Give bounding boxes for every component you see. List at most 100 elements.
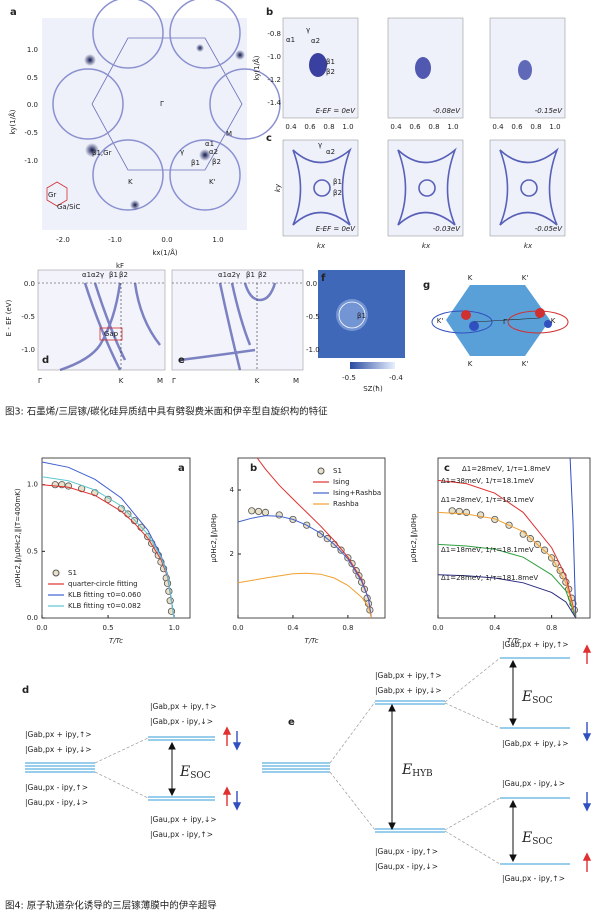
band-label: α1 xyxy=(218,271,227,279)
arpes-map-a-part xyxy=(169,0,241,69)
panel-label: c xyxy=(266,133,272,144)
plot-frame xyxy=(437,457,591,619)
annotation: Gr xyxy=(48,191,56,199)
panel-label: g xyxy=(423,280,430,291)
x-axis-label: kx xyxy=(524,242,533,250)
gap-arrows-part xyxy=(388,703,396,831)
legend-label: quarter-circle fitting xyxy=(68,580,138,588)
line-annotation: Δ1=18meV, 1/τ=18.1meV xyxy=(441,546,534,554)
data-point xyxy=(163,579,172,587)
panel-label: f xyxy=(321,273,326,284)
x-tick-label: 1.0 xyxy=(549,123,560,131)
panel-label: e xyxy=(288,717,295,728)
plot-frame xyxy=(41,457,191,619)
gap-arrows-part xyxy=(509,799,517,863)
band-label: β2 xyxy=(258,271,267,279)
spin-map-part xyxy=(338,301,366,329)
panel-label: a xyxy=(10,7,17,18)
x-tick-label: 0.4 xyxy=(287,624,299,632)
energy-label: E-EF = 0eV xyxy=(316,225,356,233)
state-label: |Gau,px - ipy,↓> xyxy=(502,779,565,788)
spin-arrows-part xyxy=(582,733,592,742)
y-tick-label: 0.0 xyxy=(27,614,38,622)
x-tick-label: 0.0 xyxy=(36,624,47,632)
spin-map-part xyxy=(350,362,395,369)
caption: 图4: 原子轨道杂化诱导的三层镓薄膜中的伊辛超导 xyxy=(5,900,217,912)
band-label: β1 xyxy=(109,271,118,279)
line-annotation: Δ1=38meV, 1/τ=18.1meV xyxy=(441,477,534,485)
fermi-pockets-part xyxy=(397,147,457,226)
x-tick-label: Γ xyxy=(172,377,176,385)
gap-arrows-part xyxy=(168,741,176,797)
fermi-pockets-part xyxy=(499,147,559,226)
y-tick-label: -0.5 xyxy=(24,129,38,137)
state-label: |Gab,px + ipy,↓> xyxy=(502,739,569,748)
x-axis-label: T/Tc xyxy=(507,637,521,645)
connectors-part xyxy=(444,702,501,729)
arpes-map-a-part xyxy=(196,44,204,52)
line-annotation: Δ1=28meV, 1/τ=1.8meV xyxy=(462,465,551,473)
y-tick-label: 2 xyxy=(230,550,234,558)
band-maps-part xyxy=(99,327,123,341)
arpes-map-a-part xyxy=(209,68,281,140)
spin-map xyxy=(318,270,405,369)
gap-arrows xyxy=(168,659,517,863)
state-label: |Gab,px + ipy,↑> xyxy=(375,671,442,680)
band-maps xyxy=(37,269,304,372)
band-maps-part xyxy=(179,282,277,371)
connectors xyxy=(94,657,501,865)
x-axis-label: T/Tc xyxy=(305,637,319,645)
x-tick-label: M xyxy=(157,377,163,385)
y-tick-label: -1.0 xyxy=(306,346,320,354)
arpes-map-a-part xyxy=(52,68,124,140)
data-point xyxy=(124,510,132,518)
connectors-part xyxy=(444,657,501,703)
x-tick-label: K xyxy=(255,377,260,385)
x-tick-label: 0.4 xyxy=(390,123,402,131)
annotation: Ga/SiC xyxy=(57,203,80,211)
data-point xyxy=(491,515,499,524)
x-axis-label: kx(1/Å) xyxy=(152,248,178,257)
annotation: M xyxy=(226,130,232,138)
x-tick-label: 0.0 xyxy=(432,624,443,632)
y-axis-label: μ0Hc2,∥/μ0Hp xyxy=(210,513,218,563)
legend-label: S1 xyxy=(68,569,77,577)
fermi-pockets-part xyxy=(292,147,352,226)
panel-label: c xyxy=(444,463,450,474)
plot-frame xyxy=(237,457,386,619)
gap-symbol: ESOC xyxy=(521,830,553,847)
annotation: γ xyxy=(180,148,184,156)
arpes-map-a xyxy=(42,0,281,230)
state-label: |Gab,px + ipy,↓> xyxy=(25,745,92,754)
colorbar-tick: -0.5 xyxy=(342,374,356,382)
annotation: β1 xyxy=(191,159,200,167)
y-tick-label: -0.5 xyxy=(21,313,35,321)
band-label: γ xyxy=(100,271,104,279)
gap-symbol-subscript: SOC xyxy=(532,837,553,847)
legend-label: Ising+Rashba xyxy=(333,489,381,497)
arpes-map-a-part xyxy=(169,139,241,211)
bz-point: K xyxy=(468,360,473,368)
connectors-part xyxy=(444,797,501,831)
data-line xyxy=(569,457,577,619)
y-tick-label: 1.0 xyxy=(27,46,38,54)
spin-arrows-part xyxy=(582,644,592,653)
fermi-pockets-part xyxy=(518,60,532,80)
y-tick-label: -1.0 xyxy=(21,346,35,354)
y-tick-label: 0.0 xyxy=(306,280,317,288)
bz-point: K' xyxy=(522,274,529,282)
x-tick-label: -2.0 xyxy=(56,236,70,244)
legend-label: KLB fitting τ0=0.060 xyxy=(68,591,141,599)
data-point xyxy=(51,481,59,489)
data-line xyxy=(41,476,175,619)
data-point xyxy=(166,597,174,605)
gap-symbol-letter: E xyxy=(521,830,532,846)
panel-label: b xyxy=(250,463,257,474)
state-label: |Gau,px - ipy,↑> xyxy=(502,874,565,883)
annotation: Γ xyxy=(160,100,164,108)
state-label: |Gab,px + ipy,↑> xyxy=(150,702,217,711)
y-tick-label: 0.5 xyxy=(27,547,38,555)
x-tick-label: 0.4 xyxy=(285,123,297,131)
